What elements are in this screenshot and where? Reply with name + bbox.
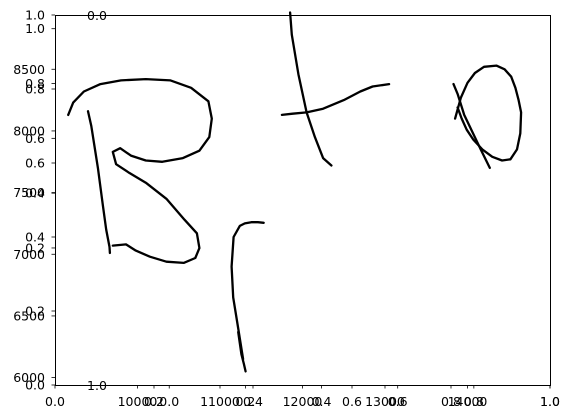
left-mid-axis-tick-label-4: 1.0 xyxy=(25,21,45,36)
bottom-outer-axis-tick-label-4: 0.8 xyxy=(441,394,461,409)
bottom-inner-axis-tick-label-4: 14000 xyxy=(448,394,488,409)
left-inner-axis-tick-label-2: 7000 xyxy=(13,247,45,262)
left-inner-axis-tick-label-0: 6000 xyxy=(13,370,45,385)
plot-frame xyxy=(55,15,551,386)
left-outer-axis-tick-label-3: 0.6 xyxy=(25,156,45,171)
bottom-outer-axis-tick-label-2: 0.4 xyxy=(243,394,263,409)
bottom-outer-axis-tick-label-3: 0.6 xyxy=(342,394,362,409)
bottom-outer-axis-tick-label-5: 1.0 xyxy=(540,394,560,409)
bottom-mid-axis-tick-label-2: 0.4 xyxy=(312,394,332,409)
left-outer-axis-tick-label-0: 0.0 xyxy=(25,378,45,393)
left-inner-axis-tick-label-4: 8000 xyxy=(13,123,45,138)
stroke-r-tail xyxy=(237,330,247,373)
bottom-outer-axis-tick-label-0: 0.0 xyxy=(45,394,65,409)
left-mid-axis-tick-label-2: 0.6 xyxy=(25,131,45,146)
bottom-mid-axis-tick-label-5: 1.0 xyxy=(540,394,560,409)
stray-bottom-label: 1.0 xyxy=(87,378,107,393)
bottom-mid-axis-tick-label-4: 0.8 xyxy=(464,394,484,409)
stroke-plus-horizontal xyxy=(280,82,391,117)
left-mid-axis-tick-label-0: 0.2 xyxy=(25,240,45,255)
bottom-outer-axis-tick-label-1: 0.2 xyxy=(144,394,164,409)
stroke-r-stem xyxy=(230,221,265,361)
left-inner-axis-tick-label-3: 7500 xyxy=(13,185,45,200)
bottom-inner-axis-tick-label-1: 11000 xyxy=(200,394,240,409)
handwriting-strokes xyxy=(67,11,523,373)
left-inner-axis-tick-label-1: 6500 xyxy=(13,308,45,323)
stroke-b-stem xyxy=(86,110,112,255)
left-outer-axis-tick-label-2: 0.4 xyxy=(25,230,45,245)
left-mid-axis-tick-label-3: 0.8 xyxy=(25,76,45,91)
bottom-inner-axis-tick-label-0: 10000 xyxy=(118,394,158,409)
stroke-o-loop xyxy=(453,64,523,162)
axis-ticks xyxy=(51,14,551,389)
axis-tick-labels: 0.00.20.40.60.81.06000650070007500800085… xyxy=(13,8,560,410)
bottom-inner-axis-tick-label-2: 12000 xyxy=(283,394,323,409)
bottom-mid-axis-tick-label-0: 0.0 xyxy=(159,394,179,409)
left-mid-axis-tick-label-1: 0.4 xyxy=(25,186,45,201)
left-outer-axis-tick-label-1: 0.2 xyxy=(25,304,45,319)
stroke-b-bowls xyxy=(67,77,213,265)
left-outer-axis-tick-label-4: 0.8 xyxy=(25,82,45,97)
stroke-o-tick xyxy=(452,82,491,170)
bottom-mid-axis-tick-label-1: 0.2 xyxy=(235,394,255,409)
bottom-mid-axis-tick-label-3: 0.6 xyxy=(388,394,408,409)
bottom-inner-axis-tick-label-3: 13000 xyxy=(365,394,405,409)
left-outer-axis-tick-label-5: 1.0 xyxy=(25,8,45,23)
stray-top-label: 0.0 xyxy=(87,8,107,23)
left-inner-axis-tick-label-5: 8500 xyxy=(13,62,45,77)
